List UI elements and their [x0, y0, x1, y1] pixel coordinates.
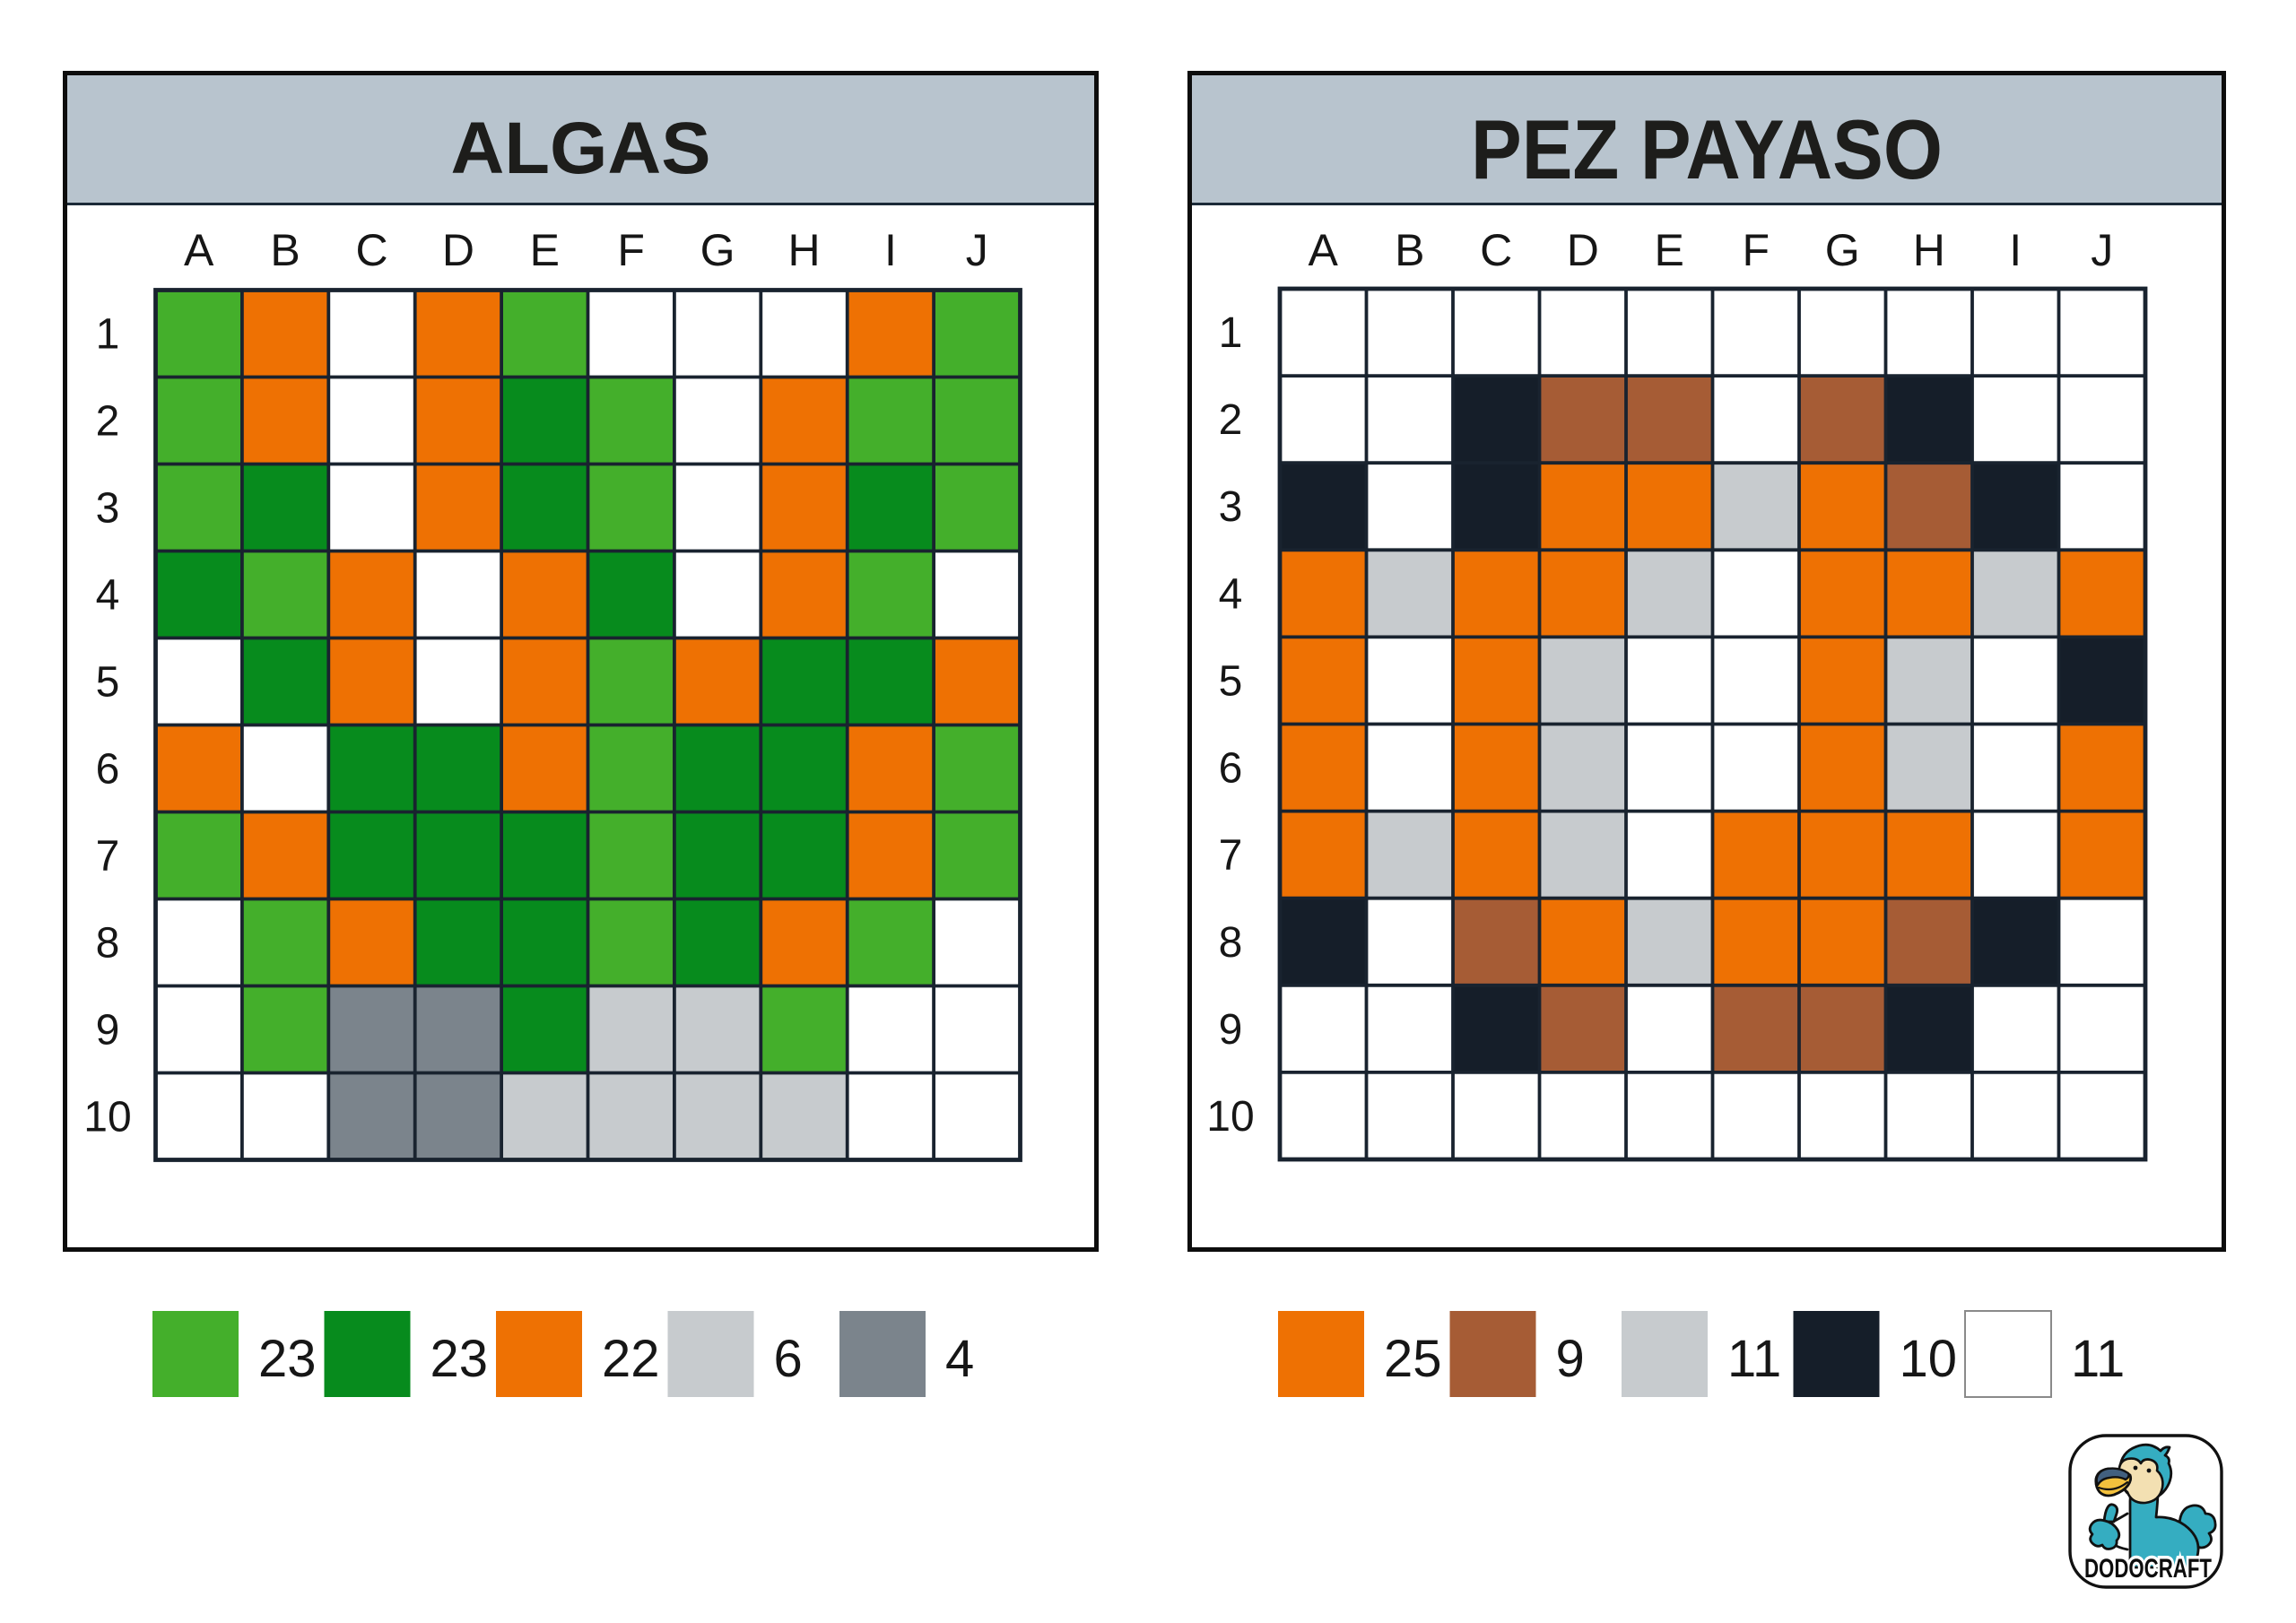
svg-text:7: 7: [1219, 832, 1243, 880]
svg-text:I: I: [2009, 225, 2022, 275]
svg-text:9: 9: [1219, 1006, 1243, 1054]
svg-text:DODOCRAFT: DODOCRAFT: [2084, 1554, 2212, 1584]
svg-text:1: 1: [96, 311, 120, 359]
svg-text:2: 2: [96, 398, 120, 446]
svg-text:1: 1: [1219, 309, 1243, 357]
svg-text:DODOCRAFT: DODOCRAFT: [2084, 1554, 2212, 1584]
svg-text:10: 10: [1206, 1093, 1254, 1141]
svg-text:7: 7: [96, 833, 120, 881]
svg-text:H: H: [1913, 225, 1945, 275]
svg-text:2: 2: [1219, 396, 1243, 444]
svg-text:23: 23: [258, 1330, 317, 1388]
svg-text:B: B: [270, 225, 300, 275]
svg-text:5: 5: [1219, 658, 1243, 706]
svg-text:H: H: [787, 225, 820, 275]
svg-text:6: 6: [1219, 745, 1243, 793]
svg-text:PEZ PAYASO: PEZ PAYASO: [1471, 102, 1943, 196]
svg-text:ALGAS: ALGAS: [451, 108, 711, 189]
svg-text:4: 4: [945, 1330, 974, 1388]
svg-text:4: 4: [1219, 570, 1243, 618]
svg-text:10: 10: [83, 1094, 131, 1141]
svg-text:6: 6: [774, 1330, 803, 1388]
svg-text:G: G: [1825, 225, 1860, 275]
svg-text:D: D: [442, 225, 474, 275]
svg-text:11: 11: [1727, 1330, 1781, 1388]
svg-text:9: 9: [1556, 1330, 1585, 1388]
svg-text:10: 10: [1900, 1330, 1958, 1388]
svg-text:3: 3: [96, 485, 120, 533]
svg-text:F: F: [617, 225, 645, 275]
svg-text:A: A: [1309, 225, 1339, 275]
svg-text:C: C: [1480, 225, 1512, 275]
svg-text:23: 23: [430, 1330, 489, 1388]
svg-text:8: 8: [1219, 919, 1243, 967]
svg-text:E: E: [1655, 225, 1684, 275]
svg-text:8: 8: [96, 920, 120, 968]
svg-text:4: 4: [96, 572, 120, 620]
svg-text:D: D: [1567, 225, 1599, 275]
svg-text:E: E: [530, 225, 560, 275]
svg-text:22: 22: [602, 1330, 660, 1388]
svg-text:9: 9: [96, 1007, 120, 1055]
svg-text:3: 3: [1219, 483, 1243, 531]
svg-text:25: 25: [1384, 1330, 1442, 1388]
svg-text:I: I: [884, 225, 897, 275]
svg-text:5: 5: [96, 659, 120, 707]
svg-text:A: A: [184, 225, 214, 275]
svg-text:J: J: [966, 225, 988, 275]
svg-text:6: 6: [96, 746, 120, 794]
svg-text:G: G: [700, 225, 735, 275]
svg-text:11: 11: [2071, 1330, 2125, 1388]
svg-text:J: J: [2091, 225, 2113, 275]
svg-text:B: B: [1395, 225, 1424, 275]
svg-text:C: C: [355, 225, 387, 275]
svg-text:F: F: [1743, 225, 1770, 275]
